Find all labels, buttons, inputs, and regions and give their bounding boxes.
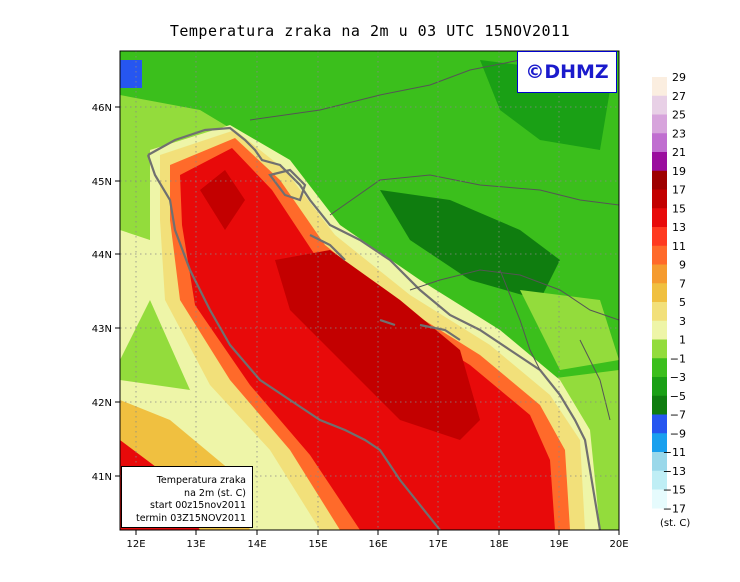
- legend-swatch: [652, 414, 667, 434]
- lon-label: 19E: [549, 539, 568, 550]
- legend-level-label: 27: [672, 90, 686, 103]
- legend-level-label: −1: [670, 352, 686, 365]
- legend-units: (st. C): [660, 518, 691, 529]
- legend-level-label: 25: [672, 109, 686, 122]
- lat-label: 41N: [92, 472, 112, 483]
- legend-level-label: 11: [672, 240, 686, 253]
- legend-swatch: [652, 320, 667, 340]
- legend-level-label: 9: [679, 259, 686, 272]
- lon-label: 20E: [609, 539, 628, 550]
- legend-level-label: 5: [679, 296, 686, 309]
- legend-level-label: 13: [672, 221, 686, 234]
- legend-swatch: [652, 170, 667, 190]
- legend-level-label: 21: [672, 146, 686, 159]
- legend-level-label: 7: [679, 277, 686, 290]
- lon-label: 17E: [428, 539, 447, 550]
- legend-swatch: [652, 77, 667, 97]
- country-borders: [249, 59, 619, 421]
- legend-swatch: [652, 227, 667, 247]
- legend-level-label: 3: [679, 315, 686, 328]
- lon-label: 13E: [186, 539, 205, 550]
- legend-level-label: −7: [670, 409, 686, 422]
- legend-level-label: 23: [672, 127, 686, 140]
- legend-level-label: 19: [672, 165, 686, 178]
- legend-swatch: [652, 395, 667, 415]
- legend-level-label: −11: [663, 446, 686, 459]
- dhmz-logo: ©DHMZ: [517, 51, 617, 93]
- legend-swatch: [652, 489, 667, 509]
- legend-swatch: [652, 264, 667, 284]
- legend-swatch: [652, 283, 667, 303]
- lon-label: 18E: [489, 539, 508, 550]
- legend-swatch: [652, 377, 667, 397]
- info-line: start 00z15nov2011: [150, 500, 246, 511]
- legend-swatch: [652, 95, 667, 115]
- lon-label: 16E: [368, 539, 387, 550]
- info-line: termin 03Z15NOV2011: [135, 512, 246, 524]
- lat-label: 43N: [92, 324, 112, 335]
- legend-level-label: −5: [670, 390, 686, 403]
- legend-swatch: [652, 302, 667, 322]
- lat-label: 45N: [92, 177, 112, 188]
- legend-level-label: 17: [672, 184, 686, 197]
- axis-ticks: [115, 106, 620, 535]
- legend-level-label: 1: [679, 334, 686, 347]
- legend-level-label: 15: [672, 202, 686, 215]
- legend-swatch: [652, 189, 667, 209]
- legend-level-label: −3: [670, 371, 686, 384]
- info-line: Temperatura zraka: [156, 475, 246, 486]
- info-line: na 2m (st. C): [184, 487, 246, 499]
- lat-label: 44N: [92, 250, 112, 261]
- legend-swatch: [652, 245, 667, 265]
- graticule: [120, 51, 619, 530]
- legend-level-label: −9: [670, 427, 686, 440]
- map-frame: [119, 50, 620, 531]
- lat-label: 42N: [92, 398, 112, 409]
- legend-swatch: [652, 358, 667, 378]
- legend-swatch: [652, 339, 667, 359]
- info-box: Temperatura zraka na 2m (st. C) start 00…: [121, 466, 253, 528]
- lon-label: 14E: [247, 539, 266, 550]
- lon-label: 15E: [308, 539, 327, 550]
- legend-swatch: [652, 208, 667, 228]
- lon-label: 12E: [126, 539, 145, 550]
- legend-swatch: [652, 452, 667, 472]
- coastline: [146, 126, 602, 530]
- legend-swatch: [652, 114, 667, 134]
- lat-label: 46N: [92, 103, 112, 114]
- legend-level-label: 29: [672, 71, 686, 84]
- legend-level-label: −13: [663, 465, 686, 478]
- legend-level-label: −15: [663, 484, 686, 497]
- legend-swatch: [652, 133, 667, 153]
- legend-level-label: −17: [663, 502, 686, 515]
- legend-swatch: [652, 433, 667, 453]
- map-title: Temperatura zraka na 2m u 03 UTC 15NOV20…: [169, 22, 571, 40]
- legend-swatch: [652, 470, 667, 490]
- legend-swatch: [652, 152, 667, 172]
